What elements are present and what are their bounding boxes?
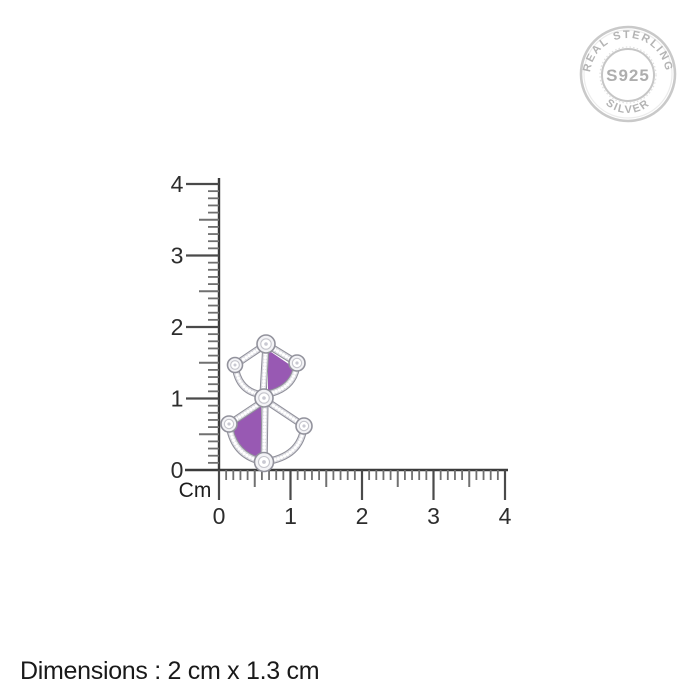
v-ruler-label-1: 1 [171,386,184,412]
horizontal-ruler-ticks [217,470,507,500]
seal-inner-ring [601,48,655,102]
h-ruler-label-4: 4 [499,503,512,529]
h-ruler-label-0: 0 [213,503,226,529]
stone-facet-dot [295,361,299,365]
stone-facet-dot [262,396,266,400]
stone-facet-dot [264,342,268,346]
v-ruler-label-2: 2 [171,314,184,340]
horizontal-ruler-labels: 0 1 2 3 4 [213,503,512,529]
v-ruler-label-0: 0 [171,457,184,483]
stone-facet-dot [227,422,231,426]
seal-serrated-ring [599,46,657,104]
ruler-unit-label: Cm [179,479,212,502]
seal-bottom-arc-text: SILVER [603,97,652,116]
h-ruler-label-3: 3 [427,503,440,529]
v-ruler-label-4: 4 [171,171,184,197]
stone-facet-dot [302,424,306,428]
seal-outer-ring-inner-shadow [583,29,673,119]
h-ruler-label-2: 2 [356,503,369,529]
bezel-set-stones [220,334,313,473]
h-ruler-label-1: 1 [284,503,297,529]
v-ruler-label-3: 3 [171,243,184,269]
earring-jewelry [220,334,313,473]
seal-bottom-text: SILVER [603,97,650,116]
seal-center-text: S925 [606,66,650,85]
vertical-ruler-labels: 4 3 2 1 0 [171,171,184,483]
stone-facet-dot [233,363,237,367]
vertical-ruler-ticks [186,182,219,464]
band-milgrain-beads [262,398,267,464]
s925-sterling-silver-seal: REAL STERLING SILVER S925 [579,25,677,123]
dimensions-caption: Dimensions : 2 cm x 1.3 cm [20,657,320,685]
stone-facet-dot [262,460,266,464]
seal-outer-ring [579,25,677,123]
